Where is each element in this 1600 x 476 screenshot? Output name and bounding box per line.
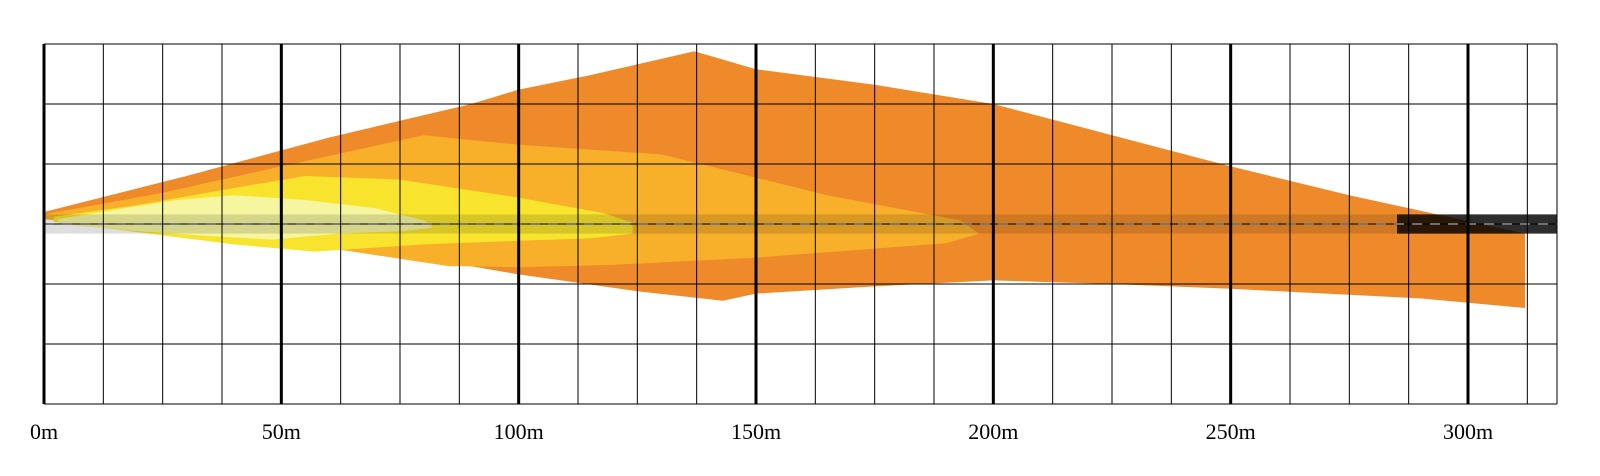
x-tick-label: 250m	[1206, 419, 1256, 444]
x-axis-labels: 0m 50m 100m 150m 200m 250m 300m	[30, 419, 1493, 444]
x-tick-label: 150m	[731, 419, 781, 444]
x-tick-label: 200m	[968, 419, 1018, 444]
x-tick-label: 300m	[1443, 419, 1493, 444]
beam-band-4	[58, 195, 434, 240]
beam-bands	[44, 51, 1525, 308]
plot-grid	[42, 43, 1558, 405]
x-tick-label: 100m	[494, 419, 544, 444]
x-tick-label: 50m	[262, 419, 301, 444]
x-tick-label: 0m	[30, 419, 58, 444]
